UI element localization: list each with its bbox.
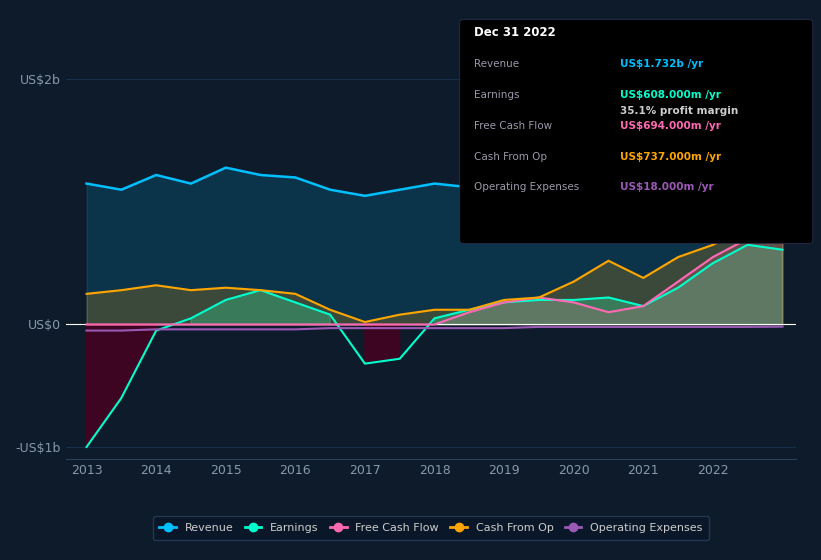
- Text: US$737.000m /yr: US$737.000m /yr: [620, 152, 721, 162]
- Text: Dec 31 2022: Dec 31 2022: [474, 26, 556, 39]
- Text: Cash From Op: Cash From Op: [474, 152, 547, 162]
- Text: Operating Expenses: Operating Expenses: [474, 183, 579, 193]
- Text: 35.1% profit margin: 35.1% profit margin: [620, 106, 738, 116]
- Text: Earnings: Earnings: [474, 90, 519, 100]
- Text: US$608.000m /yr: US$608.000m /yr: [620, 90, 721, 100]
- Text: US$694.000m /yr: US$694.000m /yr: [620, 121, 721, 131]
- Legend: Revenue, Earnings, Free Cash Flow, Cash From Op, Operating Expenses: Revenue, Earnings, Free Cash Flow, Cash …: [153, 516, 709, 540]
- Text: Free Cash Flow: Free Cash Flow: [474, 121, 552, 131]
- Text: US$18.000m /yr: US$18.000m /yr: [620, 183, 713, 193]
- Text: US$1.732b /yr: US$1.732b /yr: [620, 59, 703, 69]
- Text: Revenue: Revenue: [474, 59, 519, 69]
